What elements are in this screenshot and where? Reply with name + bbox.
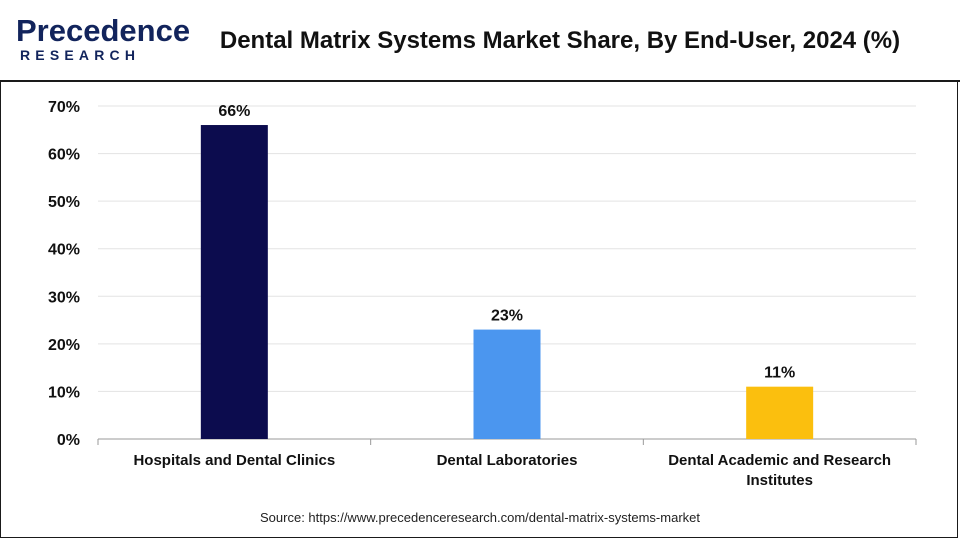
x-tick-label: Institutes bbox=[746, 472, 813, 489]
y-tick-label: 70% bbox=[48, 99, 80, 116]
bar bbox=[473, 329, 541, 439]
y-tick-label: 20% bbox=[48, 337, 80, 354]
bar-chart: 0% 10% 20% 30% 40% 50% 60% 70% 66% Hospitals and … bbox=[48, 99, 917, 489]
data-label: 23% bbox=[491, 308, 523, 325]
x-tick-label: Dental Laboratories bbox=[437, 452, 578, 469]
data-label: 11% bbox=[764, 365, 795, 382]
header: Precedence RESEARCH Dental Matrix System… bbox=[0, 0, 960, 82]
y-tick-label: 0% bbox=[57, 432, 80, 449]
y-tick-label: 40% bbox=[48, 242, 80, 259]
brand-name-top: Precedence bbox=[16, 13, 191, 48]
y-tick-label: 60% bbox=[48, 147, 80, 164]
x-tick-label: Dental Academic and Research bbox=[668, 452, 891, 469]
brand-name-bottom: RESEARCH bbox=[20, 47, 141, 63]
x-tick-label: Hospitals and Dental Clinics bbox=[133, 452, 335, 469]
y-tick-label: 10% bbox=[48, 384, 80, 401]
source-note: Source: https://www.precedenceresearch.c… bbox=[260, 510, 700, 525]
y-tick-label: 30% bbox=[48, 289, 80, 306]
data-label: 66% bbox=[218, 103, 250, 120]
brand-logo: Precedence RESEARCH bbox=[16, 14, 190, 66]
bar bbox=[746, 386, 814, 439]
bar bbox=[200, 125, 268, 440]
y-tick-label: 50% bbox=[48, 194, 80, 211]
chart-title: Dental Matrix Systems Market Share, By E… bbox=[219, 27, 901, 54]
